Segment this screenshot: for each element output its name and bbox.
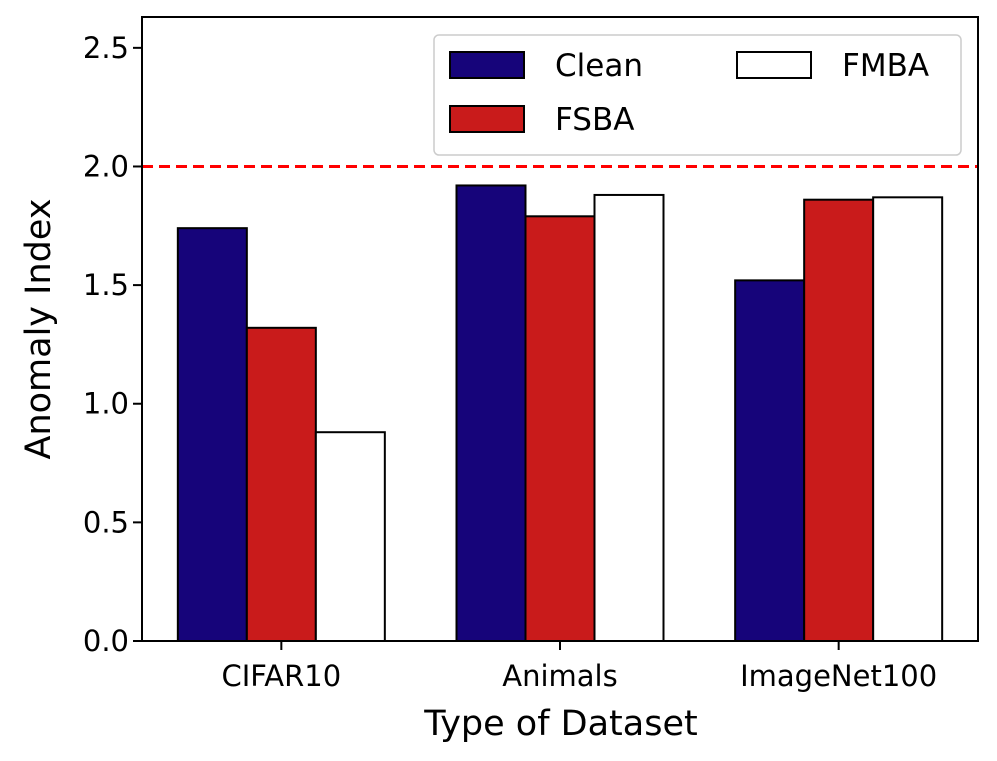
y-tick-label: 2.5 [83, 31, 129, 65]
bar-fsba-animals [524, 215, 596, 642]
bar-fmba-cifar10 [314, 431, 386, 643]
y-tick-label: 1.0 [83, 387, 129, 421]
y-tick-label: 0.5 [83, 505, 129, 539]
legend-swatch-clean [449, 51, 525, 79]
x-tick-label-animals: Animals [502, 659, 617, 693]
bar-fsba-imagenet100 [803, 198, 875, 642]
axes-layer: 0.0 0.5 1.0 1.5 2.0 2.5 CIFAR10 Animals ImageNet… [83, 16, 979, 693]
y-tick-label: 2.0 [83, 149, 129, 183]
legend-swatch-fsba [449, 105, 525, 133]
legend-label-fsba: FSBA [555, 102, 634, 138]
x-tick-label-imagenet100: ImageNet100 [740, 659, 937, 693]
legend-label-clean: Clean [555, 48, 643, 84]
y-axis-title: Anomaly Index [19, 199, 59, 460]
bar-fmba-imagenet100 [872, 196, 944, 642]
legend: Clean FSBA FMBA [433, 34, 962, 156]
bars-layer [176, 184, 944, 643]
bar-fsba-cifar10 [245, 326, 317, 642]
legend-swatch-fmba [736, 51, 812, 79]
x-tick-label-cifar10: CIFAR10 [221, 659, 341, 693]
bar-clean-cifar10 [176, 227, 248, 642]
bar-fmba-animals [593, 193, 665, 642]
y-tick-label: 0.0 [83, 624, 129, 658]
bar-clean-imagenet100 [734, 279, 806, 642]
bar-clean-animals [455, 184, 527, 642]
y-tick-label: 1.5 [83, 268, 129, 302]
legend-box [433, 34, 962, 156]
legend-label-fmba: FMBA [842, 48, 929, 84]
x-axis-title: Type of Dataset [423, 704, 697, 744]
